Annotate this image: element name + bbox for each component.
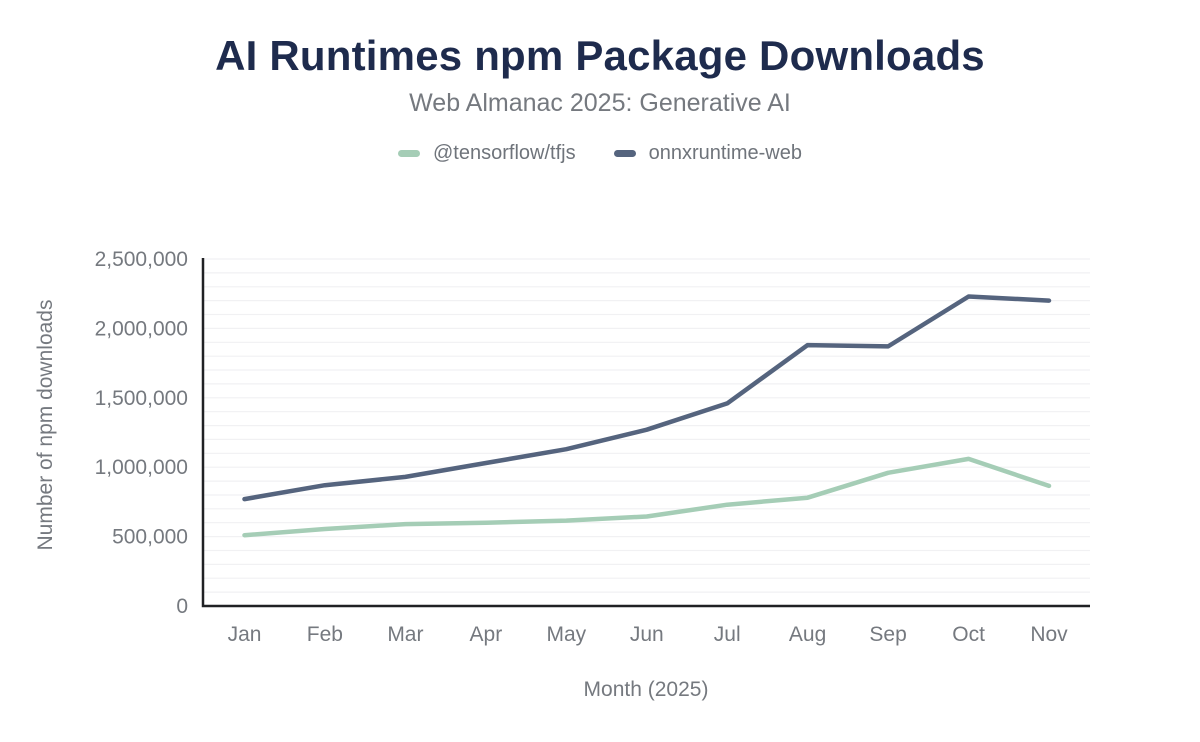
x-tick-label: Mar xyxy=(387,623,423,646)
x-tick-label: Jun xyxy=(630,623,664,646)
x-tick-label: Oct xyxy=(952,623,985,646)
legend-item-onnxruntime-web: onnxruntime-web xyxy=(613,142,802,165)
x-tick-label: Jan xyxy=(228,623,262,646)
x-tick-label: May xyxy=(546,623,586,646)
y-tick-label: 1,000,000 xyxy=(95,456,188,479)
series-line-onnxruntime-web xyxy=(242,294,1052,502)
tfjs-series-swatch xyxy=(398,150,420,157)
onnxruntime-series-swatch xyxy=(613,150,636,157)
x-tick-label: Sep xyxy=(869,623,906,646)
y-tick-label: 2,000,000 xyxy=(95,317,188,340)
x-tick-label: Jul xyxy=(714,623,741,646)
y-tick-label: 1,500,000 xyxy=(95,387,188,410)
x-tick-label: Aug xyxy=(789,623,826,646)
legend-item-tensorflow-tfjs: @tensorflow/tfjs xyxy=(398,142,576,165)
axis-lines xyxy=(201,258,1090,608)
x-tick-label: Feb xyxy=(307,623,343,646)
chart-title: AI Runtimes npm Package Downloads xyxy=(215,32,985,79)
chart-subtitle: Web Almanac 2025: Generative AI xyxy=(409,89,791,117)
x-tick-label: Nov xyxy=(1030,623,1068,646)
legend-label-onnxruntime: onnxruntime-web xyxy=(648,142,802,164)
y-tick-label: 0 xyxy=(176,595,188,618)
y-tick-label: 2,500,000 xyxy=(95,248,188,271)
chart-legend: @tensorflow/tfjs onnxruntime-web xyxy=(0,142,1200,165)
x-tick-label: Apr xyxy=(470,623,503,646)
y-tick-label: 500,000 xyxy=(112,526,188,549)
legend-label-tfjs: @tensorflow/tfjs xyxy=(433,142,576,164)
x-axis-title: Month (2025) xyxy=(583,678,709,701)
series-line--tensorflow-tfjs xyxy=(242,456,1052,538)
